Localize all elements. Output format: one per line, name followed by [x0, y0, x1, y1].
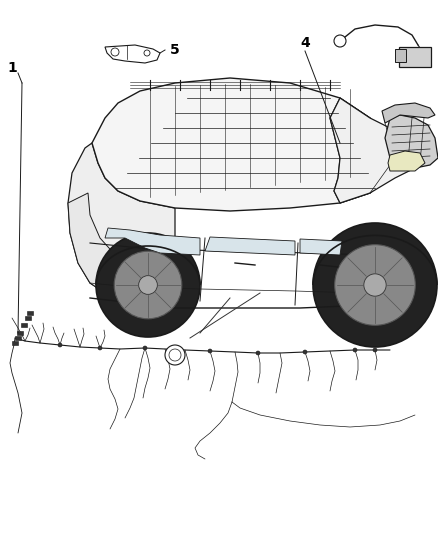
Polygon shape — [330, 98, 390, 203]
Polygon shape — [382, 103, 435, 123]
FancyBboxPatch shape — [12, 341, 18, 345]
Polygon shape — [68, 193, 160, 303]
Circle shape — [169, 349, 181, 361]
Circle shape — [373, 348, 377, 352]
Text: 1: 1 — [7, 61, 17, 75]
Circle shape — [303, 350, 307, 354]
Circle shape — [114, 251, 182, 319]
FancyBboxPatch shape — [21, 323, 27, 327]
FancyBboxPatch shape — [17, 331, 23, 335]
Circle shape — [143, 346, 147, 350]
FancyBboxPatch shape — [14, 336, 21, 340]
Circle shape — [364, 274, 386, 296]
Circle shape — [335, 245, 415, 325]
Polygon shape — [330, 98, 425, 203]
Circle shape — [165, 345, 185, 365]
Circle shape — [313, 223, 437, 347]
Polygon shape — [388, 151, 425, 171]
Polygon shape — [92, 78, 390, 211]
Circle shape — [144, 50, 150, 56]
Circle shape — [96, 233, 200, 337]
FancyBboxPatch shape — [25, 316, 31, 320]
Circle shape — [208, 349, 212, 353]
FancyBboxPatch shape — [395, 49, 406, 61]
Text: 4: 4 — [300, 36, 310, 50]
Circle shape — [111, 48, 119, 56]
Polygon shape — [105, 228, 200, 255]
Circle shape — [58, 343, 62, 347]
Polygon shape — [205, 237, 295, 255]
Polygon shape — [300, 239, 342, 255]
Circle shape — [256, 351, 260, 355]
Polygon shape — [385, 115, 438, 168]
Circle shape — [139, 276, 157, 294]
Circle shape — [334, 35, 346, 47]
Text: 5: 5 — [170, 43, 180, 57]
Circle shape — [353, 348, 357, 352]
Polygon shape — [68, 143, 175, 303]
Circle shape — [98, 346, 102, 350]
FancyBboxPatch shape — [399, 47, 431, 67]
FancyBboxPatch shape — [27, 311, 33, 315]
